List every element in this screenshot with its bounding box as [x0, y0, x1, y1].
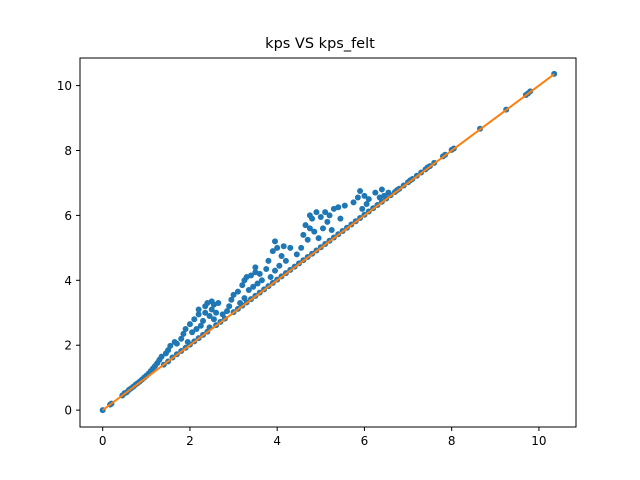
x-tick-label: 2 [186, 434, 194, 448]
scatter-point [215, 300, 222, 307]
scatter-point [254, 280, 261, 287]
scatter-point [313, 209, 320, 216]
chart-title: kps VS kps_felt [265, 36, 375, 52]
scatter-point [167, 342, 174, 349]
y-tick-label: 8 [64, 144, 72, 158]
x-tick-label: 4 [273, 434, 281, 448]
reference-line [102, 73, 555, 411]
scatter-point [306, 225, 313, 232]
scatter-point [195, 311, 202, 318]
scatter-point [191, 316, 198, 323]
scatter-point [280, 243, 287, 250]
scatter-point [287, 244, 294, 251]
scatter-point [197, 322, 204, 329]
scatter-point [200, 317, 207, 324]
scatter-point [252, 264, 259, 271]
scatter-point [326, 212, 333, 219]
plot-frame [79, 57, 577, 428]
y-tick-label: 6 [64, 209, 72, 223]
scatter-point [341, 202, 348, 209]
scatter-point [210, 316, 217, 323]
scatter-point [276, 262, 283, 269]
scatter-point [250, 283, 257, 290]
scatter-point [195, 306, 202, 313]
scatter-point [158, 353, 165, 360]
scatter-point [206, 313, 213, 320]
scatter-point [372, 189, 379, 196]
scatter-point [278, 252, 285, 259]
scatter-point [228, 296, 235, 303]
scatter-point [361, 192, 368, 199]
x-tick-label: 10 [531, 434, 546, 448]
scatter-point [193, 325, 200, 332]
scatter-point [173, 340, 180, 347]
scatter-point [267, 274, 274, 281]
scatter-point [293, 251, 300, 258]
scatter-point [213, 309, 220, 316]
scatter-point [256, 270, 263, 277]
scatter-point [258, 277, 265, 284]
scatter-point [178, 335, 185, 342]
scatter-point [239, 282, 246, 289]
scatter-point [274, 244, 281, 251]
y-axis-ticks: 0 2 4 6 8 10 [57, 79, 80, 418]
scatter-point [180, 330, 187, 337]
scatter-point [363, 201, 370, 208]
scatter-point [309, 215, 316, 222]
scatter-point [245, 287, 252, 294]
scatter-point [350, 199, 357, 206]
scatter-point [202, 309, 209, 316]
x-tick-label: 0 [99, 434, 107, 448]
y-tick-label: 10 [57, 79, 72, 93]
y-tick-label: 4 [64, 274, 72, 288]
y-tick-label: 0 [64, 404, 72, 418]
x-tick-label: 6 [361, 434, 369, 448]
scatter-point [224, 308, 231, 315]
scatter-point [319, 225, 326, 232]
scatter-point [298, 244, 305, 251]
scatter-point [311, 228, 318, 235]
scatter-point [315, 235, 322, 242]
scatter-point [335, 204, 342, 211]
scatter-point [328, 227, 335, 234]
scatter-point [186, 321, 193, 328]
x-axis-ticks: 0 2 4 6 8 10 [99, 427, 547, 448]
scatter-point [302, 222, 309, 229]
scatter-point [359, 205, 366, 212]
scatter-point [226, 303, 233, 310]
scatter-point [324, 218, 331, 225]
scatter-point [272, 238, 278, 245]
scatter-point [234, 288, 241, 295]
scatter-point [189, 329, 196, 336]
y-tick-label: 2 [64, 339, 72, 353]
scatter-point [272, 267, 278, 274]
scatter-point [182, 325, 189, 332]
scatter-point [354, 194, 361, 201]
scatter-point [378, 186, 385, 193]
scatter-point [282, 257, 289, 264]
scatter-point [322, 209, 329, 216]
line-layer [102, 73, 555, 411]
scatter-point [357, 188, 364, 195]
scatter-point [269, 248, 276, 255]
scatter-point [230, 291, 237, 298]
x-tick-label: 8 [448, 434, 456, 448]
scatter-point [337, 215, 344, 222]
scatter-point [304, 236, 311, 243]
scatter-point [265, 257, 272, 264]
scatter-point [248, 272, 254, 279]
scatter-point [300, 231, 307, 238]
scatter-point [317, 214, 324, 221]
scatter-point [263, 265, 270, 272]
scatter-point [208, 306, 215, 313]
scatter-point [365, 196, 372, 203]
